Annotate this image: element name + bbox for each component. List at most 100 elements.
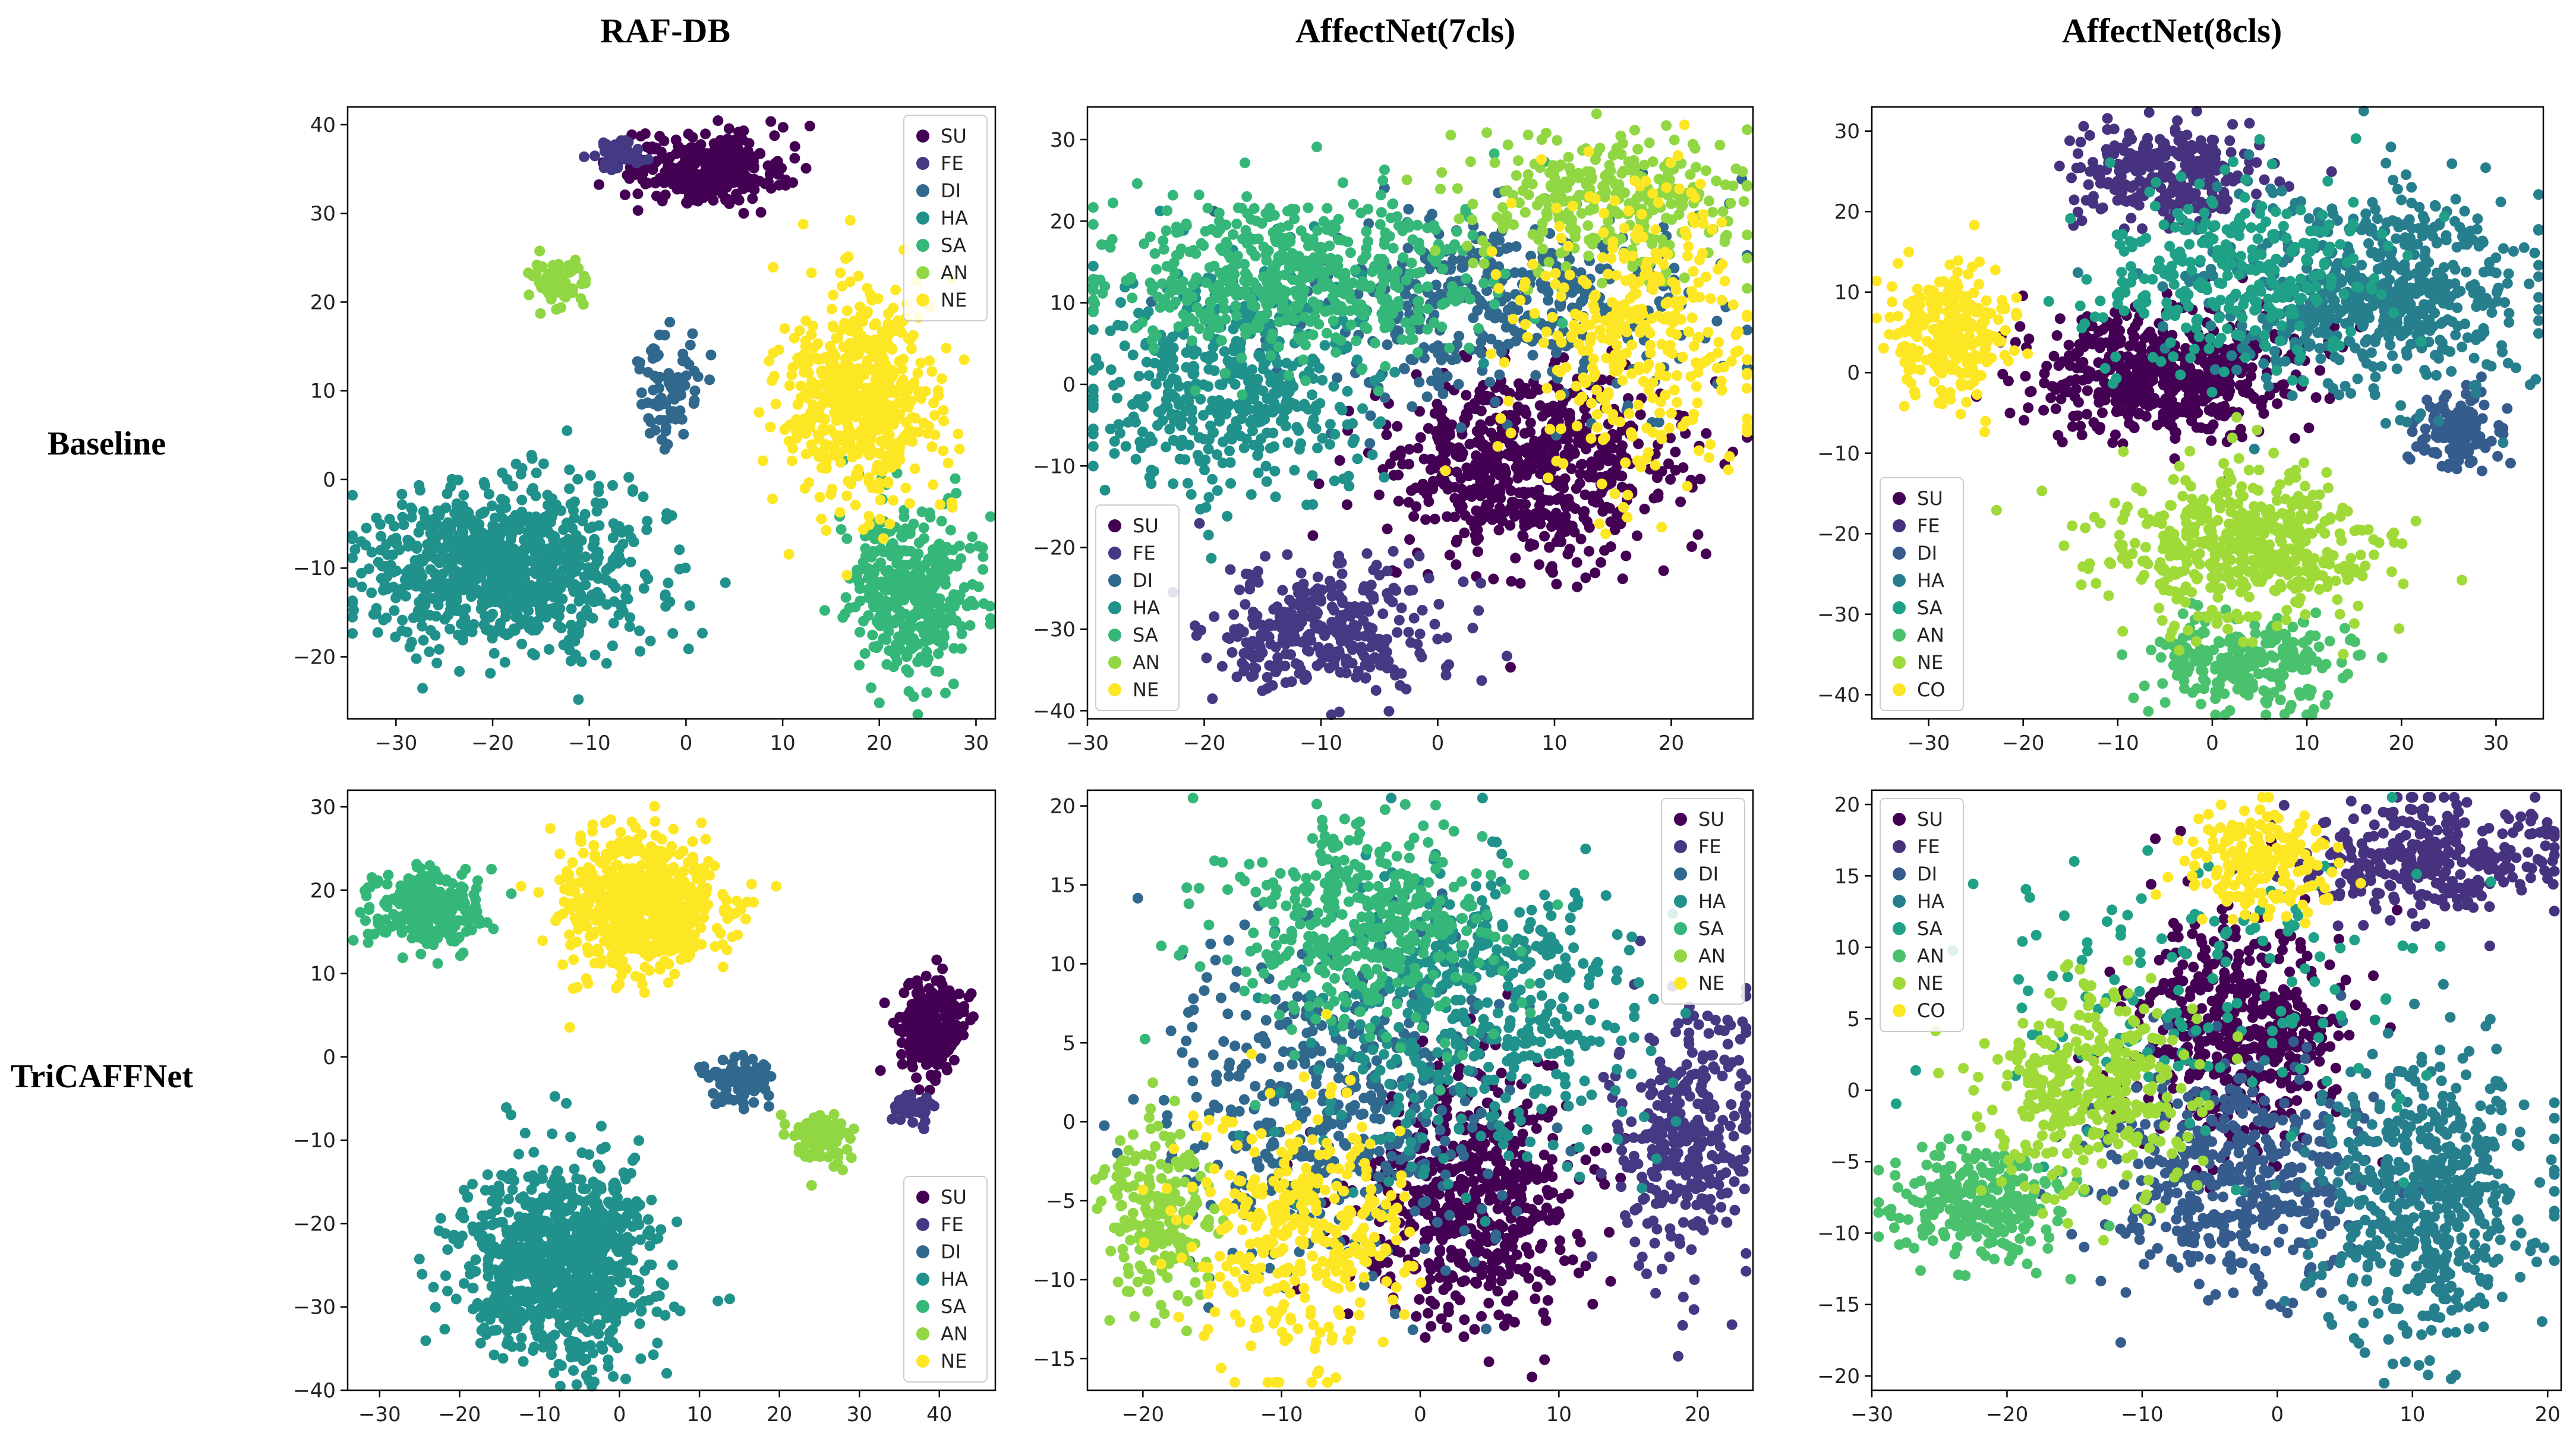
point xyxy=(1223,398,1234,409)
point xyxy=(684,600,695,611)
point xyxy=(1478,439,1489,450)
point xyxy=(913,537,925,548)
point xyxy=(916,506,928,517)
point xyxy=(767,375,778,386)
point xyxy=(477,585,488,597)
point xyxy=(1511,170,1522,181)
point xyxy=(964,620,976,631)
point xyxy=(505,579,516,590)
point xyxy=(1105,424,1116,434)
point xyxy=(953,428,964,440)
point xyxy=(1467,229,1478,241)
point xyxy=(1157,278,1168,289)
point xyxy=(1403,558,1414,569)
point xyxy=(1156,370,1167,381)
point xyxy=(683,643,694,655)
point xyxy=(660,589,671,601)
point xyxy=(1127,292,1138,304)
point xyxy=(534,245,546,257)
point xyxy=(1451,559,1462,570)
point xyxy=(904,571,915,582)
point xyxy=(828,443,840,454)
point xyxy=(732,136,743,147)
point xyxy=(841,533,853,544)
point xyxy=(1087,402,1099,413)
point xyxy=(896,531,907,542)
point xyxy=(1635,409,1646,420)
point xyxy=(1167,190,1178,201)
point xyxy=(1611,181,1622,192)
point xyxy=(1428,343,1439,354)
point xyxy=(1248,670,1259,681)
point xyxy=(1422,324,1433,335)
point xyxy=(1264,618,1275,629)
point xyxy=(444,532,455,544)
legend-marker xyxy=(916,266,929,279)
point xyxy=(1365,410,1376,421)
point xyxy=(1615,130,1626,141)
point xyxy=(406,504,418,515)
point xyxy=(580,277,591,289)
point xyxy=(814,409,825,420)
point xyxy=(1462,241,1473,251)
point xyxy=(1451,226,1462,237)
point xyxy=(526,450,537,461)
point xyxy=(1464,342,1475,354)
point xyxy=(540,284,551,295)
point xyxy=(1280,648,1291,659)
point xyxy=(1236,398,1247,409)
point xyxy=(710,150,721,161)
legend-marker xyxy=(916,212,929,225)
point xyxy=(1333,550,1345,561)
point xyxy=(1292,290,1303,301)
point xyxy=(529,649,540,661)
point xyxy=(347,577,358,588)
cluster-di xyxy=(632,317,717,455)
point xyxy=(1489,433,1500,444)
column-title-affectnet-8cls: AffectNet(8cls) xyxy=(2062,11,2282,50)
point xyxy=(791,414,802,425)
point xyxy=(1439,479,1450,490)
point xyxy=(1341,658,1352,669)
point xyxy=(769,130,780,141)
point xyxy=(1473,605,1484,616)
point xyxy=(1436,321,1448,333)
point xyxy=(430,611,442,622)
point xyxy=(634,364,645,375)
point xyxy=(636,399,647,410)
point xyxy=(659,330,670,341)
point xyxy=(1247,364,1258,375)
point xyxy=(856,438,867,449)
point xyxy=(763,176,774,188)
point xyxy=(1577,295,1588,306)
point xyxy=(1413,242,1424,253)
point xyxy=(1445,130,1456,141)
point xyxy=(1247,425,1258,437)
point xyxy=(1512,453,1523,465)
point xyxy=(1203,434,1215,445)
point xyxy=(855,627,865,637)
point xyxy=(702,164,714,175)
point xyxy=(1222,355,1234,367)
point xyxy=(1352,630,1364,642)
point xyxy=(556,279,567,290)
point xyxy=(1509,267,1521,278)
point xyxy=(602,157,613,169)
point xyxy=(485,594,496,605)
point xyxy=(928,397,939,409)
point xyxy=(1417,605,1428,616)
point xyxy=(1493,339,1504,351)
point xyxy=(1133,394,1144,405)
point xyxy=(1487,509,1498,520)
point xyxy=(573,626,585,637)
point xyxy=(1374,289,1385,300)
point xyxy=(1261,299,1272,310)
point xyxy=(830,351,841,362)
point xyxy=(755,148,766,159)
point xyxy=(933,648,944,659)
point xyxy=(1151,264,1162,275)
point xyxy=(1530,457,1541,468)
point xyxy=(1584,545,1595,557)
point xyxy=(1665,474,1676,485)
point xyxy=(1262,671,1273,683)
